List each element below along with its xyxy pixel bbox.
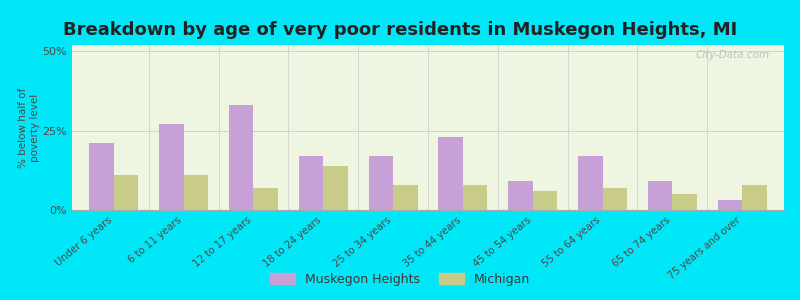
Bar [323, 166, 348, 210]
Text: City-Data.com: City-Data.com [696, 50, 770, 60]
Bar [533, 191, 557, 210]
Bar [229, 105, 254, 210]
Legend: Muskegon Heights, Michigan: Muskegon Heights, Michigan [265, 268, 535, 291]
Bar [648, 182, 672, 210]
Bar [299, 156, 323, 210]
Bar [90, 143, 114, 210]
Bar [672, 194, 697, 210]
Bar [742, 184, 766, 210]
Bar [393, 184, 418, 210]
Bar [578, 156, 602, 210]
Bar [184, 175, 208, 210]
Bar [159, 124, 184, 210]
Bar [463, 184, 487, 210]
Bar [602, 188, 627, 210]
Bar [254, 188, 278, 210]
Bar [369, 156, 393, 210]
Y-axis label: % below half of
poverty level: % below half of poverty level [18, 87, 40, 168]
Bar [438, 137, 463, 210]
Bar [718, 200, 742, 210]
Bar [508, 182, 533, 210]
Bar [114, 175, 138, 210]
Text: Breakdown by age of very poor residents in Muskegon Heights, MI: Breakdown by age of very poor residents … [63, 21, 737, 39]
